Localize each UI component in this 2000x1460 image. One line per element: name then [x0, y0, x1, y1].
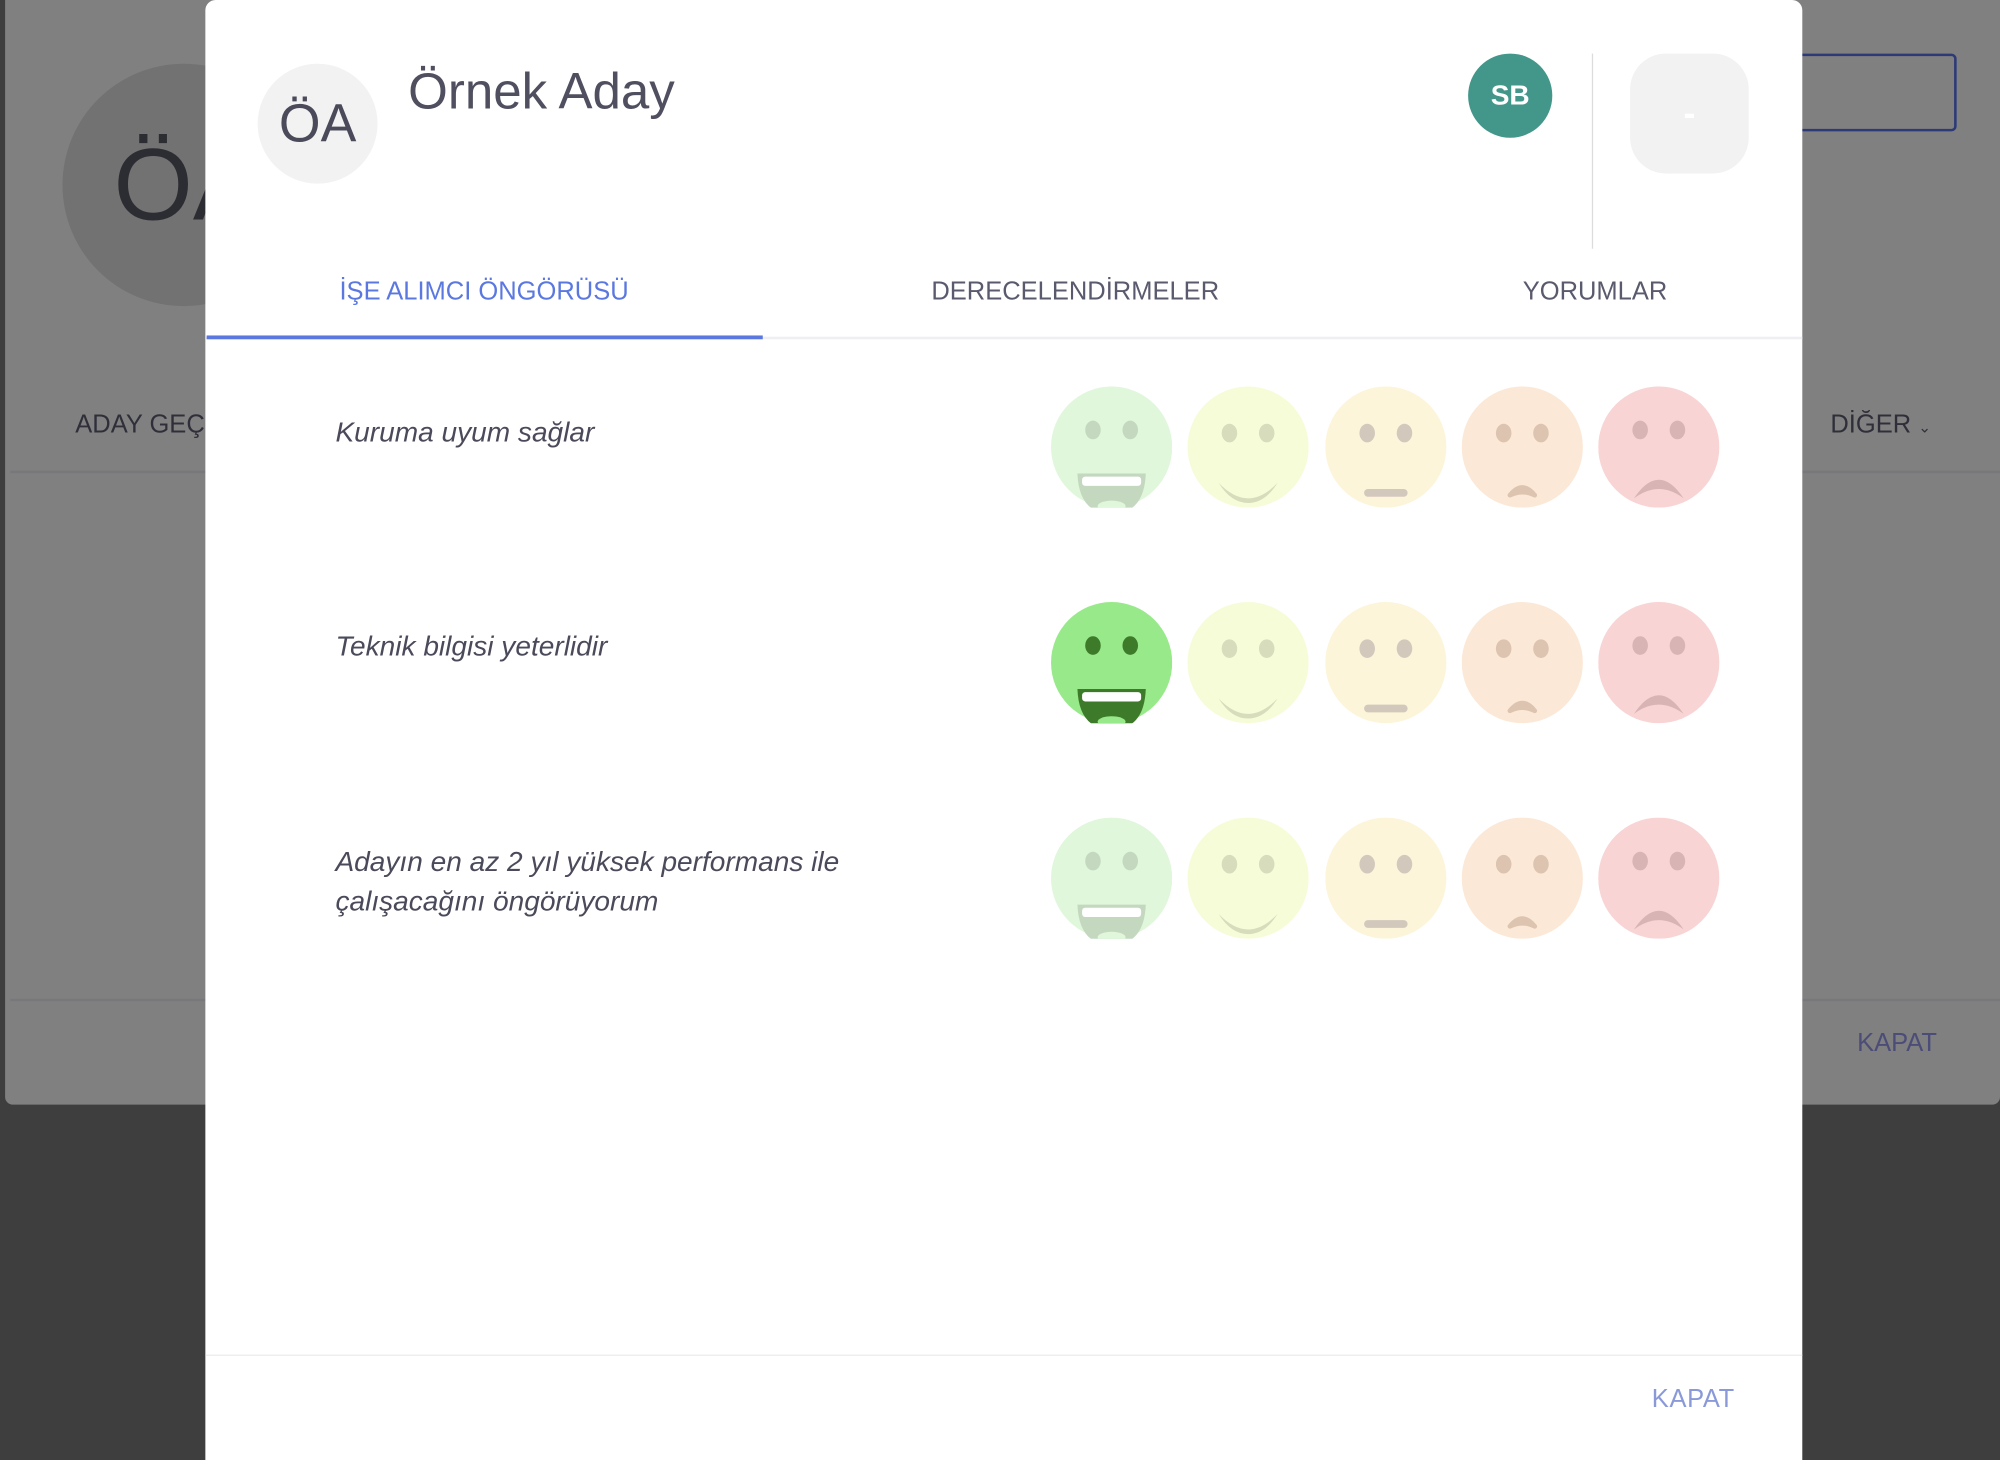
very-happy-face-icon[interactable]	[1051, 386, 1173, 514]
tab-comments[interactable]: YORUMLAR	[1522, 278, 1668, 307]
background-tab-other: DİĞER ⌄	[1830, 411, 1931, 440]
tab-recruiter-insight[interactable]: İŞE ALIMCI ÖNGÖRÜSÜ	[339, 278, 629, 307]
rating-faces	[1051, 386, 1727, 514]
background-tab-other-label: DİĞER	[1830, 410, 1912, 439]
question-label: Adayın en az 2 yıl yüksek performans ile…	[335, 845, 840, 918]
chevron-down-icon: ⌄	[1918, 418, 1932, 437]
background-button	[1790, 53, 1957, 132]
evaluation-modal: ÖA Örnek Aday SB - İŞE ALIMCI ÖNGÖRÜSÜ D…	[205, 0, 1803, 1460]
smile-face-icon[interactable]	[1187, 386, 1310, 508]
candidate-name: Örnek Aday	[408, 63, 675, 120]
neutral-face-icon[interactable]	[1324, 817, 1446, 939]
divider	[205, 1354, 1803, 1356]
close-button[interactable]: KAPAT	[1651, 1385, 1735, 1414]
very-happy-face-icon[interactable]	[1051, 817, 1173, 945]
slight-frown-face-icon[interactable]	[1461, 817, 1583, 939]
rating-faces	[1051, 602, 1727, 730]
tabs-border	[205, 336, 1803, 340]
divider	[1591, 53, 1594, 249]
very-happy-face-icon[interactable]	[1051, 602, 1173, 730]
background-close-button: KAPAT	[1857, 1029, 1938, 1058]
slight-frown-face-icon[interactable]	[1461, 602, 1583, 724]
question-label: Teknik bilgisi yeterlidir	[335, 630, 608, 662]
sad-face-icon[interactable]	[1598, 817, 1720, 939]
reviewer-avatar[interactable]: SB	[1468, 53, 1553, 138]
neutral-face-icon[interactable]	[1324, 602, 1446, 724]
tab-ratings[interactable]: DERECELENDİRMELER	[931, 278, 1220, 307]
rating-faces	[1051, 817, 1727, 945]
active-tab-indicator	[206, 335, 763, 340]
neutral-face-icon[interactable]	[1324, 386, 1446, 508]
candidate-avatar: ÖA	[257, 63, 378, 184]
score-badge: -	[1630, 53, 1749, 174]
smile-face-icon[interactable]	[1187, 602, 1310, 724]
sad-face-icon[interactable]	[1598, 386, 1720, 508]
smile-face-icon[interactable]	[1187, 817, 1310, 939]
slight-frown-face-icon[interactable]	[1461, 386, 1583, 508]
question-label: Kuruma uyum sağlar	[335, 415, 595, 448]
sad-face-icon[interactable]	[1598, 602, 1720, 724]
